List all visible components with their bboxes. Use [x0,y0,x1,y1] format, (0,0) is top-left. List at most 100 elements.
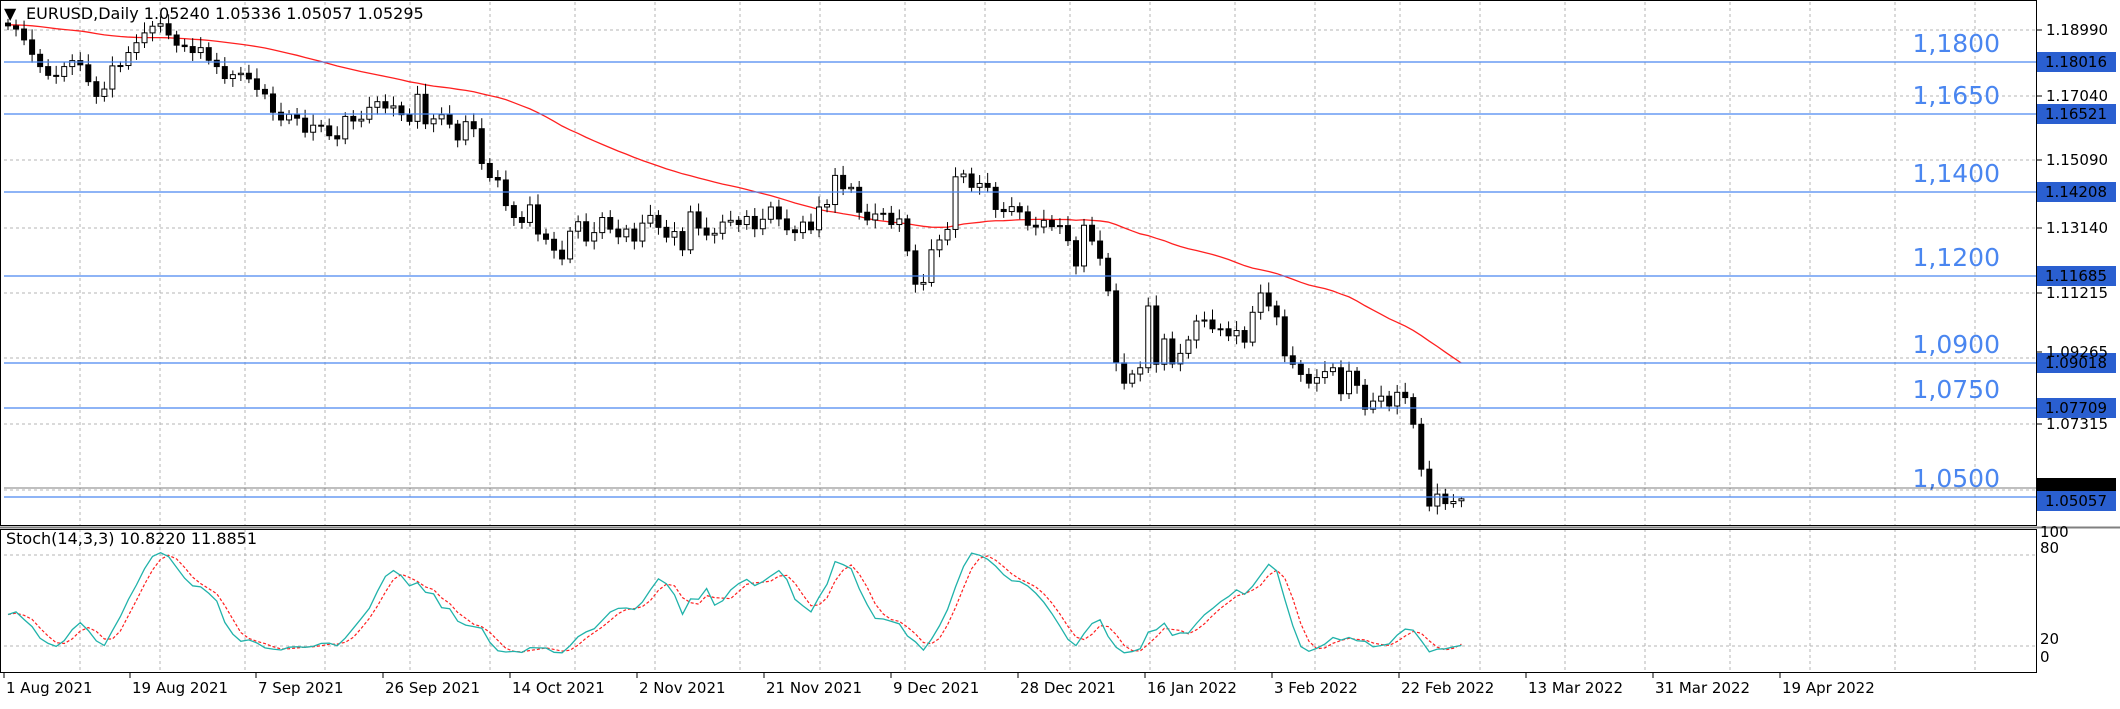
level-price-tag [2037,52,2116,72]
bear-candle [775,206,782,220]
bull-candle [109,65,116,90]
bull-candle [1394,391,1401,407]
bull-candle [799,221,806,234]
price-axis-label: 1.15090 [2046,151,2108,169]
bear-candle [77,60,84,66]
bear-candle [655,214,662,228]
stoch-signal-line [7,554,1462,653]
bear-candle [1418,423,1425,470]
bear-candle [791,229,798,234]
level-label: 1,1400 [1913,159,2000,188]
bull-candle [1458,498,1465,502]
bear-candle [1048,219,1055,228]
date-axis-label: 3 Feb 2022 [1274,679,1358,697]
level-label: 1,0900 [1913,330,2000,359]
bear-candle [615,228,622,238]
bear-candle [751,215,758,230]
bull-candle [358,118,365,122]
bull-candle [237,72,244,76]
bear-candle [37,53,44,68]
price-axis-label: 1.18990 [2046,21,2108,39]
bear-candle [269,93,276,113]
bear-candle [1089,224,1096,242]
bull-candle [310,124,317,133]
bear-candle [326,125,333,137]
stoch-axis-label: 0 [2040,648,2050,666]
bear-candle [992,186,999,210]
bull-candle [125,52,132,67]
bear-candle [302,117,309,133]
bear-candle [406,114,413,122]
bear-candle [607,217,614,230]
bear-candle [864,211,871,221]
bear-candle [1362,384,1369,410]
bull-candle [1137,367,1144,375]
bull-candle [1233,330,1240,337]
bull-candle [1346,370,1353,395]
bull-candle [952,176,959,230]
bull-candle [69,60,76,68]
date-axis-label: 31 Mar 2022 [1655,679,1750,697]
bear-candle [888,212,895,226]
bear-candle [253,78,260,90]
bear-candle [534,204,541,235]
bull-candle [848,186,855,190]
bear-candle [398,105,405,116]
bull-candle [1193,320,1200,341]
bear-candle [53,74,60,77]
bear-candle [1281,316,1288,357]
bear-candle [334,135,341,140]
bull-candle [824,204,831,208]
bull-candle [1257,292,1264,313]
menu-triangle-icon[interactable]: ▼ [4,4,17,23]
date-axis-label: 26 Sep 2021 [385,679,480,697]
bull-candle [880,212,887,215]
bull-candle [599,217,606,234]
bear-candle [631,228,638,242]
price-axis-label: 1.07315 [2046,415,2108,433]
price-pane-border [0,0,2037,526]
bear-candle [486,162,493,179]
level-label: 1,0750 [1913,375,2000,404]
bull-candle [936,239,943,251]
bull-candle [1217,328,1224,331]
date-axis-label: 7 Sep 2021 [258,679,344,697]
ma-polyline [7,24,1462,364]
bull-candle [567,230,574,260]
bull-candle [639,222,646,242]
date-axis-label: 14 Oct 2021 [512,679,605,697]
bear-candle [510,205,517,219]
level-label: 1,1200 [1913,243,2000,272]
bear-candle [1105,257,1112,292]
stoch-main-line [7,551,1462,654]
bear-candle [29,39,36,55]
bear-candle [518,217,525,223]
bull-candle [157,23,164,27]
level-price-tag-text: 1.11685 [2045,267,2107,285]
price-axis-label: 1.13140 [2046,219,2108,237]
bear-candle [1000,208,1007,213]
price-axis-label: 1.09265 [2046,343,2108,361]
bull-candle [1329,367,1336,373]
price-axis-label: 1.11215 [2046,284,2108,302]
bear-candle [1024,211,1031,226]
bear-candle [422,93,429,125]
bear-candle [294,113,301,119]
chart-frame [0,0,2120,673]
bear-candle [968,173,975,188]
bear-candle [856,186,863,213]
bear-candle [1265,292,1272,307]
bear-candle [261,88,268,95]
bull-candle [1378,395,1385,402]
horizontal-levels[interactable]: 1,1800 1.18016 1,1650 1.16521 1,1400 1.14208 1… [4,29,2116,507]
bull-candle [526,204,533,223]
bull-candle [1177,352,1184,365]
bear-candle [559,249,566,260]
stoch-pane-border [0,529,2037,673]
date-axis-label: 19 Aug 2021 [132,679,228,697]
bear-candle [984,182,991,188]
level-price-tag-text: 1.18016 [2045,53,2107,71]
bull-candle [374,101,381,108]
